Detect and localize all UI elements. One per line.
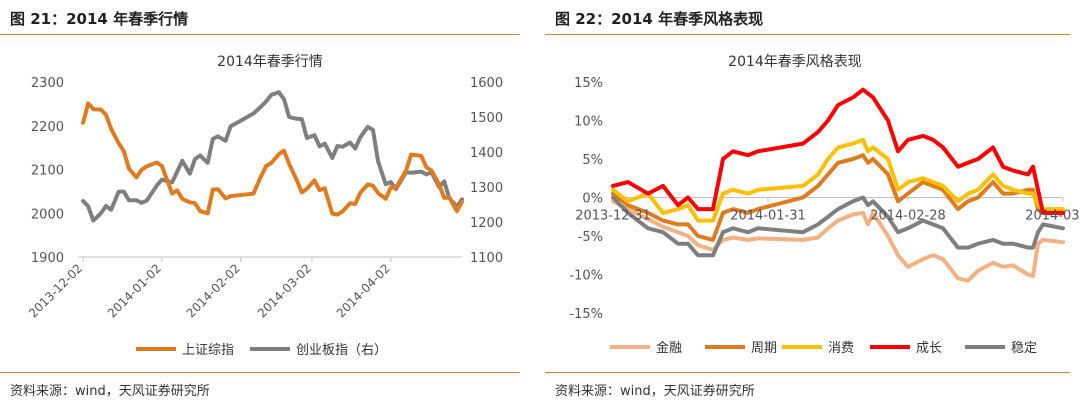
y-right-tick-label: 1500 [470, 111, 503, 126]
y-right-tick-label: 1600 [470, 76, 503, 91]
source-note: 资料来源：wind，天风证券研究所 [10, 384, 210, 399]
legend-label: 稳定 [1011, 340, 1037, 356]
x-tick-label: 2014-01-31 [730, 209, 806, 224]
figure-title: 图 21：2014 年春季行情 [10, 10, 189, 28]
figure-title: 图 22：2014 年春季风格表现 [555, 10, 764, 28]
y-left-tick-label: 2100 [31, 164, 64, 179]
series-line-shanghai [81, 101, 464, 217]
source-rule [0, 372, 520, 373]
x-tick-label: 2014-03-02 [255, 261, 314, 320]
y-tick-label: 15% [574, 76, 603, 91]
y-right-tick-label: 1100 [470, 251, 503, 266]
source-note: 资料来源：wind，天风证券研究所 [555, 384, 755, 399]
series-line [611, 195, 1065, 258]
figure-panel-left: 图 21：2014 年春季行情 2014年春季行情 1900 2000 2100 220… [0, 0, 530, 409]
series-line [611, 153, 1065, 242]
y-tick-label: -5% [578, 230, 603, 245]
y-right-tick-label: 1300 [470, 181, 503, 196]
series-line-chinext [81, 90, 464, 223]
chart-title: 2014年春季行情 [217, 54, 323, 70]
figure-panel-right: 图 22：2014 年春季风格表现 2014年春季风格表现 15% 10% 5% 0% -… [545, 0, 1080, 409]
y-right-tick-label: 1200 [470, 216, 503, 231]
title-rule [0, 34, 520, 35]
x-tick-label: 2014-01-02 [105, 261, 164, 320]
x-tick-label: 2014-03-31 [1025, 209, 1080, 224]
y-left-tick-label: 1900 [31, 251, 64, 266]
series-line [611, 87, 1065, 215]
chart-market-index: 2014年春季行情 1900 2000 2100 2200 2300 1100 1200 130… [26, 54, 503, 358]
legend-label: 成长 [916, 341, 942, 356]
chart-style-performance: 2014年春季风格表现 15% 10% 5% 0% -5% -10% -15% 2013-12-… [569, 54, 1080, 356]
x-tick-label: 2014-04-02 [334, 261, 393, 320]
chart-title: 2014年春季风格表现 [728, 54, 862, 70]
y-tick-label: 5% [582, 153, 603, 168]
y-tick-label: -10% [569, 269, 603, 284]
x-tick-label: 2014-02-28 [870, 209, 946, 224]
x-tick-label: 2013-12-31 [575, 209, 651, 224]
series-line [611, 199, 1065, 283]
x-tick-label: 2013-12-02 [26, 261, 85, 320]
source-rule [545, 372, 1070, 373]
y-left-tick-label: 2300 [31, 76, 64, 91]
y-tick-label: 0% [582, 192, 603, 207]
y-left-tick-label: 2200 [31, 120, 64, 135]
y-right-tick-label: 1400 [470, 146, 503, 161]
legend-label: 周期 [751, 341, 777, 356]
legend-label: 消费 [828, 341, 854, 356]
legend-label: 创业板指（右） [296, 343, 387, 358]
y-tick-label: -15% [569, 307, 603, 322]
legend-label: 金融 [656, 340, 682, 356]
series-line [611, 137, 1065, 223]
y-left-tick-label: 2000 [31, 207, 64, 222]
title-rule [545, 34, 1070, 35]
y-tick-label: 10% [574, 115, 603, 130]
x-tick-label: 2014-02-02 [184, 261, 243, 320]
legend-label: 上证综指 [182, 343, 234, 358]
